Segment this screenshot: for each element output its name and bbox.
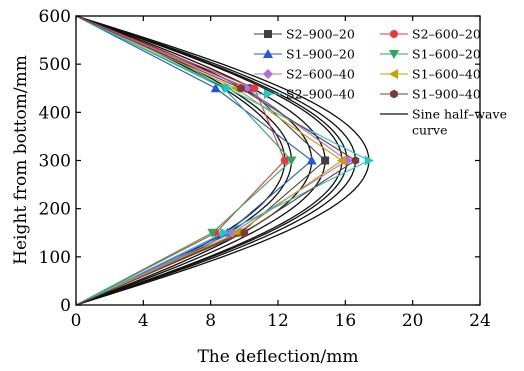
series-triangle-down bbox=[75, 15, 297, 306]
y-tick-label: 600 bbox=[39, 7, 71, 27]
legend-item: S1–900–20 bbox=[254, 47, 355, 62]
legend-marker bbox=[390, 89, 398, 99]
ticks: 0 4 8 12 16 20 24 0 100 200 300 400 500 600 bbox=[39, 7, 491, 331]
y-tick-label: 200 bbox=[39, 200, 71, 220]
legend-item: S2–900–20 bbox=[254, 27, 355, 42]
legend-label: S2–600–20 bbox=[412, 27, 481, 42]
y-tick-label: 500 bbox=[39, 55, 71, 75]
data-point bbox=[306, 155, 317, 165]
legend-item: S1–600–20 bbox=[380, 47, 481, 62]
data-point bbox=[230, 83, 240, 94]
legend-marker bbox=[263, 49, 273, 58]
legend-item: S1–600–40 bbox=[380, 67, 481, 82]
legend-marker bbox=[263, 69, 273, 79]
data-point bbox=[364, 155, 374, 166]
legend-label: Sine half–wave bbox=[412, 107, 507, 122]
legend-marker bbox=[390, 30, 398, 38]
x-tick-label: 0 bbox=[71, 311, 82, 331]
series-line bbox=[75, 15, 313, 306]
x-tick-label: 4 bbox=[138, 311, 149, 331]
data-point bbox=[321, 156, 330, 165]
x-axis-title: The deflection/mm bbox=[197, 347, 358, 367]
y-tick-label: 100 bbox=[39, 248, 71, 268]
data-point bbox=[207, 228, 218, 238]
data-point bbox=[210, 83, 221, 93]
series-triangle-right bbox=[75, 15, 374, 306]
legend-label: S1–600–20 bbox=[412, 47, 481, 62]
legend-label: curve bbox=[412, 123, 448, 138]
legend-marker bbox=[264, 30, 272, 38]
x-tick-label: 8 bbox=[205, 311, 216, 331]
legend-label: S2–900–20 bbox=[286, 27, 355, 42]
legend-item: S2–600–20 bbox=[380, 27, 481, 42]
x-tick-label: 20 bbox=[402, 311, 424, 331]
legend-item: S2–900–40 bbox=[254, 87, 355, 102]
legend-label: S2–600–40 bbox=[286, 67, 355, 82]
series-circle bbox=[75, 15, 289, 306]
legend-marker bbox=[389, 69, 398, 79]
series-triangle-left bbox=[75, 15, 346, 306]
x-tick-label: 24 bbox=[469, 311, 491, 331]
y-axis-title: Height from bottom/mm bbox=[11, 55, 31, 265]
legend-label: S2–900–40 bbox=[286, 87, 355, 102]
legend-marker bbox=[389, 50, 399, 59]
y-tick-label: 0 bbox=[60, 296, 71, 316]
sine-curve bbox=[75, 15, 313, 306]
data-point bbox=[240, 228, 249, 238]
data-point bbox=[286, 156, 297, 166]
x-tick-label: 16 bbox=[335, 311, 357, 331]
legend-label: S1–900–40 bbox=[412, 87, 481, 102]
legend-label: S1–900–20 bbox=[286, 47, 355, 62]
legend-marker bbox=[264, 89, 273, 99]
legend-label: S1–600–40 bbox=[412, 67, 481, 82]
data-point bbox=[351, 156, 360, 165]
y-tick-label: 400 bbox=[39, 103, 71, 123]
x-tick-label: 12 bbox=[267, 311, 289, 331]
data-point bbox=[223, 83, 233, 94]
y-tick-label: 300 bbox=[39, 152, 71, 172]
data-point bbox=[280, 156, 289, 165]
legend-item: S2–600–40 bbox=[254, 67, 355, 82]
data-point bbox=[237, 83, 245, 93]
series-hexagon bbox=[75, 15, 360, 306]
data-point bbox=[336, 155, 346, 166]
data-point bbox=[220, 227, 230, 238]
legend: S2–900–20 S2–600–20 S1–900–20 S1–600–20 S2–6… bbox=[254, 27, 507, 138]
legend-item: S1–900–40 bbox=[380, 87, 481, 102]
data-point bbox=[250, 84, 259, 93]
series-lines bbox=[75, 15, 374, 306]
